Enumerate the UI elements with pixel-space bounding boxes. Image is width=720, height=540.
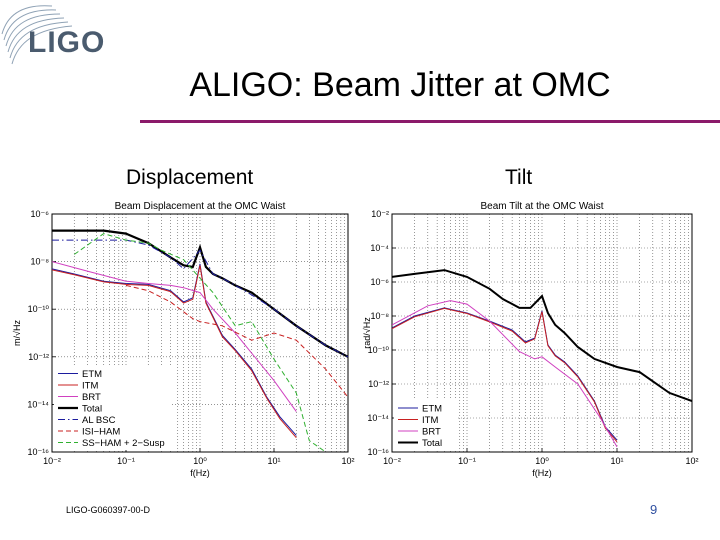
- disp-ytick-label: 10⁻¹²: [28, 352, 49, 362]
- disp-y-axis-label: m/√Hz: [12, 320, 22, 346]
- tilt-ytick-label: 10⁻⁴: [370, 243, 389, 253]
- disp-ytick-label: 10⁻⁶: [31, 209, 50, 219]
- tilt-xtick-label: 10⁰: [535, 456, 549, 466]
- tilt-series-brt: [392, 300, 618, 448]
- disp-legend-label-brt: BRT: [82, 392, 101, 403]
- subtitle-displacement: Displacement: [126, 166, 254, 189]
- disp-x-axis-label: f(Hz): [190, 468, 210, 478]
- tilt-chart-title: Beam Tilt at the OMC Waist: [481, 201, 604, 212]
- tilt-legend-label-brt: BRT: [422, 427, 441, 438]
- ligo-logo: [1, 5, 73, 65]
- tilt-xtick-label: 10²: [685, 456, 698, 466]
- displacement-chart: 10⁻² 10⁻¹ 10⁰ 10¹ 10² 10⁻¹⁶ 10⁻¹⁴ 10⁻¹² 10⁻¹⁰ 10⁻…: [10, 200, 360, 482]
- disp-series-isi-ham: [125, 284, 348, 398]
- disp-series-etm: [52, 263, 297, 436]
- disp-legend-label-total: Total: [82, 404, 102, 415]
- disp-series-brt: [52, 261, 297, 412]
- disp-ytick-label: 10⁻⁸: [30, 257, 49, 267]
- logo-text: LIGO: [28, 26, 106, 59]
- disp-legend-label-ss-ham-2-susp: SS−HAM + 2−Susp: [82, 438, 165, 449]
- disp-series-itm: [52, 265, 297, 439]
- tilt-xtick-label: 10⁻²: [383, 456, 401, 466]
- title-divider: [140, 120, 720, 123]
- tilt-xtick-label: 10⁻¹: [458, 456, 476, 466]
- tilt-ytick-label: 10⁻¹²: [368, 379, 389, 389]
- tilt-legend-label-itm: ITM: [422, 415, 438, 426]
- tilt-ytick-label: 10⁻¹⁶: [368, 447, 390, 457]
- disp-xtick-label: 10⁰: [193, 456, 207, 466]
- disp-xtick-label: 10⁻¹: [117, 456, 135, 466]
- disp-legend-label-etm: ETM: [82, 369, 102, 380]
- disp-legend-label-itm: ITM: [82, 381, 98, 392]
- disp-legend-label-isi-ham: ISI−HAM: [82, 427, 120, 438]
- subtitle-tilt: Tilt: [505, 166, 533, 189]
- page-number: 9: [650, 502, 658, 517]
- tilt-ytick-label: 10⁻¹⁰: [368, 345, 390, 355]
- tilt-series-total: [392, 269, 692, 402]
- tilt-legend-label-total: Total: [422, 438, 442, 449]
- disp-ytick-label: 10⁻¹⁰: [28, 304, 50, 314]
- disp-chart-title: Beam Displacement at the OMC Waist: [115, 201, 286, 212]
- tilt-legend-label-etm: ETM: [422, 404, 442, 415]
- disp-xtick-label: 10²: [341, 456, 354, 466]
- tilt-chart: 10⁻² 10⁻¹ 10⁰ 10¹ 10² 10⁻¹⁶ 10⁻¹⁴ 10⁻¹² 10⁻¹⁰ 10⁻…: [360, 200, 705, 482]
- tilt-x-axis-label: f(Hz): [532, 468, 552, 478]
- tilt-xtick-label: 10¹: [610, 456, 623, 466]
- disp-legend-label-al-bsc: AL BSC: [82, 415, 116, 426]
- tilt-ytick-label: 10⁻²: [371, 209, 389, 219]
- disp-ytick-label: 10⁻¹⁶: [28, 447, 50, 457]
- disp-series-ss-ham-2-susp: [74, 233, 326, 452]
- slide-title: ALIGO: Beam Jitter at OMC: [189, 66, 611, 104]
- disp-ytick-label: 10⁻¹⁴: [27, 399, 49, 409]
- tilt-series-itm: [392, 307, 618, 443]
- tilt-y-axis-label: rad/√Hz: [362, 317, 372, 349]
- tilt-ytick-label: 10⁻¹⁴: [367, 413, 389, 423]
- disp-xtick-label: 10¹: [267, 456, 280, 466]
- footer-document-id: LIGO-G060397-00-D: [66, 505, 151, 515]
- disp-xtick-label: 10⁻²: [43, 456, 61, 466]
- tilt-ytick-label: 10⁻⁶: [371, 277, 390, 287]
- tilt-ytick-label: 10⁻⁸: [370, 311, 389, 321]
